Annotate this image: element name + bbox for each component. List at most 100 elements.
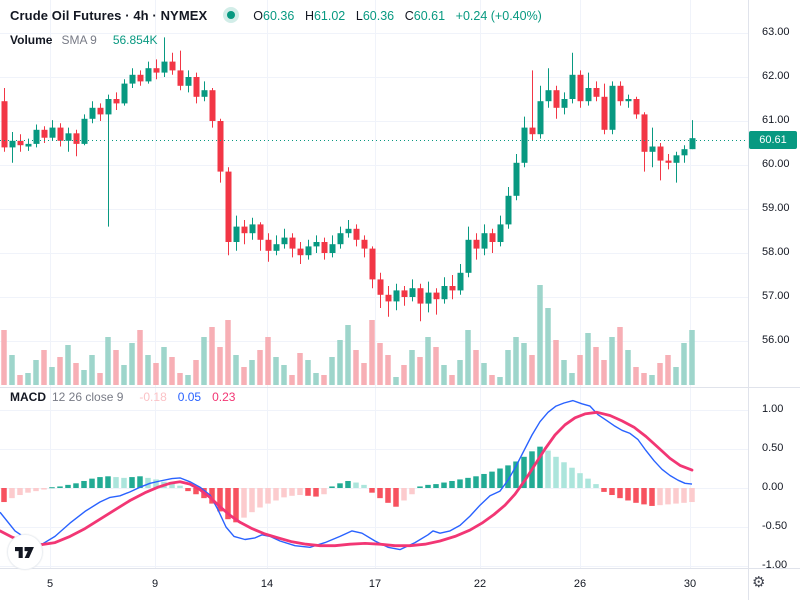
macd-histogram-bar [105,476,111,488]
volume-bar [209,327,215,385]
macd-histogram-bar [425,484,431,488]
macd-label[interactable]: MACD [10,390,46,404]
volume-bar [121,365,127,385]
tradingview-logo[interactable] [7,534,43,570]
volume-bar [185,375,191,385]
volume-bar [473,350,479,385]
macd-histogram-bar [305,488,311,496]
candle-body [505,195,512,225]
volume-label[interactable]: Volume [10,33,53,47]
volume-bar [41,350,47,385]
volume-bar [617,327,623,385]
macd-histogram-bar [553,456,559,488]
price-axis-label: 62.00 [762,70,790,82]
macd-histogram-bar [177,485,183,488]
candle-body [465,239,472,273]
volume-bar [73,363,79,385]
candle-body [321,242,328,253]
candle-body [49,127,56,138]
macd-histogram-bar [345,480,351,488]
candle-body [201,90,208,97]
macd-histogram-bar [497,468,503,488]
candle-body [657,146,664,161]
volume-bar [193,360,199,385]
macd-axis-label: 1.00 [762,403,784,415]
volume-bar [129,343,135,385]
volume-bar [601,360,607,385]
candle-body [153,68,160,73]
volume-bar [113,350,119,385]
macd-histogram-bar [9,488,15,499]
macd-histogram-bar [441,482,447,488]
volume-bar [177,373,183,385]
volume-bar [249,360,255,385]
volume-bar [305,360,311,385]
candle-body [561,99,568,108]
macd-histogram-bar [73,483,79,488]
volume-bar [641,373,647,385]
macd-histogram-bar [609,488,615,496]
macd-histogram-bar [601,488,607,492]
volume-bar [433,347,439,385]
macd-histogram-bar [545,450,551,488]
volume-bar [633,367,639,385]
macd-histogram-bar [337,483,343,488]
macd-histogram-bar [513,461,519,488]
candle-body [225,171,232,242]
settings-icon[interactable]: ⚙ [752,574,766,591]
candle-body [545,90,552,102]
candle-body [1,101,8,148]
macd-histogram-bar [185,488,191,492]
macd-histogram-bar [209,488,215,504]
volume-bar [49,367,55,385]
volume-legend-row: Volume SMA 9 56.854K [10,33,158,47]
candle-body [9,140,16,148]
candle-body [393,290,400,302]
macd-histogram-bar [217,488,223,512]
macd-histogram-bar [657,488,663,506]
macd-histogram-bar [193,488,199,495]
macd-histogram-bar [401,488,407,501]
macd-histogram-bar [41,488,47,490]
macd-histogram-bar [673,488,679,504]
candle-body [441,286,448,300]
macd-histogram-bar [129,477,135,488]
volume-bar [521,343,527,385]
candle-body [81,118,88,144]
volume-bar [649,375,655,385]
volume-bar [1,330,7,385]
candle-body [593,88,600,97]
macd-axis-label: -1.00 [762,559,788,571]
symbol-title[interactable]: Crude Oil Futures · 4h · NYMEX [10,7,208,23]
candle-body [25,143,32,147]
macd-histogram-bar [393,488,399,507]
volume-bar [369,320,375,385]
candle-body [129,74,136,84]
volume-bar [105,337,111,385]
candle-body [473,239,480,249]
macd-histogram-bar [225,488,231,520]
volume-bar [457,360,463,385]
macd-histogram-bar [145,477,151,488]
macd-histogram-bar [633,488,639,503]
macd-legend-row: MACD 12 26 close 9 -0.18 0.05 0.23 [10,390,235,404]
candle-body [289,237,296,249]
volume-bar [329,357,335,385]
macd-histogram-bar [361,484,367,488]
candle-body [609,85,616,130]
macd-histogram-bar [465,477,471,488]
candle-body [409,288,416,297]
symbol-legend-row: Crude Oil Futures · 4h · NYMEX O60.36 H6… [10,7,542,23]
candle-body [57,127,64,141]
volume-bar [25,373,31,385]
candle-body [137,74,144,82]
volume-sma-label: SMA 9 [61,33,97,47]
candle-body [449,286,456,291]
macd-line [0,399,693,551]
volume-bar [569,373,575,385]
candle-body [577,74,584,102]
volume-bar [81,370,87,385]
volume-bar [225,320,231,385]
market-status-dot [223,7,240,23]
